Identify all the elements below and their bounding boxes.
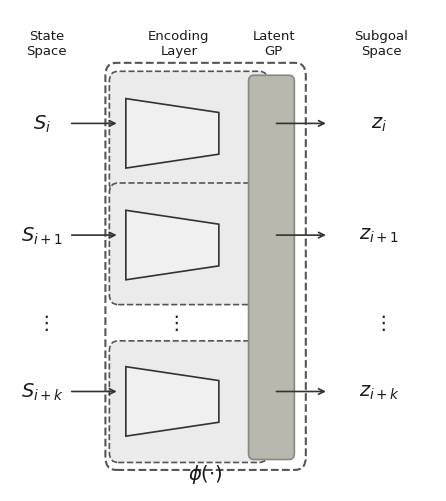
Polygon shape — [126, 211, 219, 280]
Polygon shape — [126, 367, 219, 436]
Text: $\vdots$: $\vdots$ — [373, 312, 386, 332]
Text: Latent
GP: Latent GP — [252, 30, 295, 58]
FancyBboxPatch shape — [109, 341, 268, 462]
Text: $S_{i+k}$: $S_{i+k}$ — [21, 381, 64, 402]
Text: $f_{i+1}$: $f_{i+1}$ — [161, 235, 193, 256]
Text: $\phi(\cdot)$: $\phi(\cdot)$ — [188, 462, 223, 485]
Text: Subgoal
Space: Subgoal Space — [355, 30, 409, 58]
FancyBboxPatch shape — [248, 76, 294, 459]
Text: $S_{i+1}$: $S_{i+1}$ — [21, 225, 64, 246]
Text: $f_i$: $f_i$ — [171, 124, 182, 145]
FancyBboxPatch shape — [109, 183, 268, 305]
FancyBboxPatch shape — [109, 72, 268, 193]
Text: $S_i$: $S_i$ — [33, 114, 51, 135]
Polygon shape — [126, 99, 219, 169]
Text: $z_{i+1}$: $z_{i+1}$ — [359, 226, 400, 245]
Text: State
Space: State Space — [26, 30, 67, 58]
Text: Encoding
Layer: Encoding Layer — [148, 30, 210, 58]
Text: $f_{i+k}$: $f_{i+k}$ — [161, 391, 193, 412]
Text: $z_i$: $z_i$ — [372, 115, 388, 133]
Text: $\vdots$: $\vdots$ — [36, 312, 49, 332]
Text: $\vdots$: $\vdots$ — [166, 312, 179, 332]
Text: $z_{i+k}$: $z_{i+k}$ — [359, 383, 400, 401]
